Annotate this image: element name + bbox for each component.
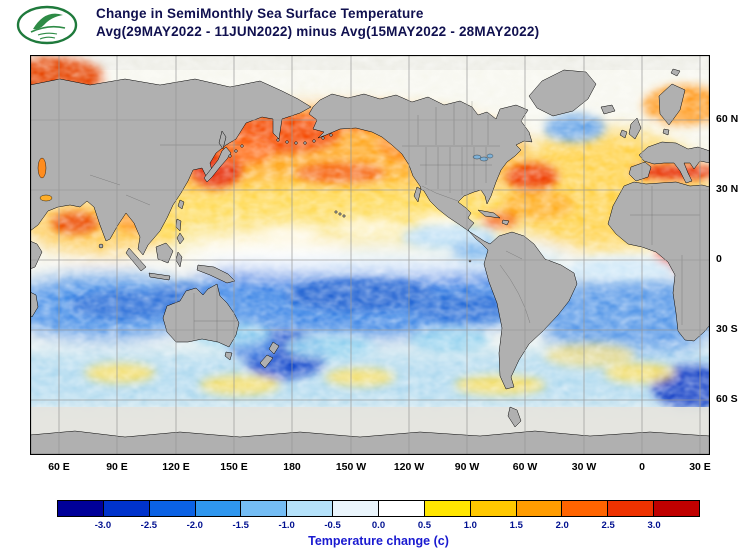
lon-tick-label: 120 W — [393, 461, 425, 473]
colorbar-segment — [379, 501, 425, 516]
agency-logo — [16, 5, 78, 45]
colorbar-caption: Temperature change (c) — [308, 534, 449, 548]
colorbar-segment — [562, 501, 609, 516]
lon-tick-label: 120 E — [162, 461, 190, 473]
logo-waves — [37, 32, 58, 40]
colorbar-segment — [149, 501, 196, 516]
colorbar-boundary-label: -0.5 — [324, 520, 341, 531]
leaf-icon — [33, 13, 63, 30]
lon-tick-label: 30 E — [689, 461, 711, 473]
colorbar-segment — [608, 501, 655, 516]
colorbar-segment — [195, 501, 242, 516]
colorbar-boundary-label: -1.0 — [278, 520, 295, 531]
colorbar-segment — [103, 501, 150, 516]
grid-layer — [30, 55, 710, 455]
lon-tick-label: 180 — [283, 461, 301, 473]
colorbar-boundary-label: 2.5 — [601, 520, 615, 531]
lon-tick-label: 60 W — [512, 461, 538, 473]
lat-tick-label: 30 N — [716, 183, 739, 195]
lon-tick-label: 150 W — [335, 461, 367, 473]
colorbar-segment — [516, 501, 563, 516]
colorbar-boundary-label: -3.0 — [94, 520, 112, 531]
colorbar-segment — [654, 501, 700, 516]
colorbar-segment — [58, 501, 104, 516]
map-canvas — [0, 54, 732, 456]
colorbar-segment — [424, 501, 471, 516]
colorbar-boundary-label: 1.0 — [463, 520, 477, 531]
lat-tick-label: 60 S — [716, 393, 738, 405]
border-lines — [89, 101, 700, 343]
colorbar-boundary-label: 0.5 — [417, 520, 432, 531]
lon-tick-label: 30 W — [571, 461, 597, 473]
page-title: Change in SemiMonthly Sea Surface Temper… — [96, 6, 424, 21]
colorbar-boundary-label: 0.0 — [371, 520, 386, 531]
colorbar — [57, 500, 700, 517]
lon-tick-label: 150 E — [220, 461, 248, 473]
world-sst-map — [0, 54, 732, 456]
colorbar-boundary-label: -2.0 — [186, 520, 203, 531]
lon-tick-label: 0 — [639, 461, 645, 473]
lon-tick-label: 90 W — [454, 461, 480, 473]
colorbar-boundary-label: -2.5 — [140, 520, 158, 531]
lon-tick-label: 60 E — [48, 461, 70, 473]
logo-ellipse — [16, 5, 78, 45]
inland-seas — [37, 153, 494, 202]
colorbar-labels: -3.0 -2.5 -2.0 -1.5 -1.0 -0.5 0.0 0.5 1.0 1.5 2.0 2… — [57, 520, 700, 532]
lon-tick-label: 90 E — [106, 461, 128, 473]
colorbar-segment — [333, 501, 380, 516]
colorbar-boundary-label: 1.5 — [509, 520, 523, 531]
lat-tick-label: 30 S — [716, 323, 738, 335]
colorbar-boundary-label: 3.0 — [647, 520, 661, 531]
lat-tick-label: 60 N — [716, 113, 739, 125]
map-frame — [29, 54, 711, 456]
page-subtitle: Avg(29MAY2022 - 11JUN2022) minus Avg(15M… — [96, 24, 540, 39]
colorbar-segment — [241, 501, 288, 516]
colorbar-segment — [470, 501, 517, 516]
colorbar-segment — [287, 501, 334, 516]
logo-stem — [30, 25, 66, 33]
colorbar-boundary-label: -1.5 — [232, 520, 249, 531]
land-layer — [29, 68, 711, 456]
lat-tick-label: 0 — [716, 253, 722, 265]
colorbar-boundary-label: 2.0 — [555, 520, 569, 531]
